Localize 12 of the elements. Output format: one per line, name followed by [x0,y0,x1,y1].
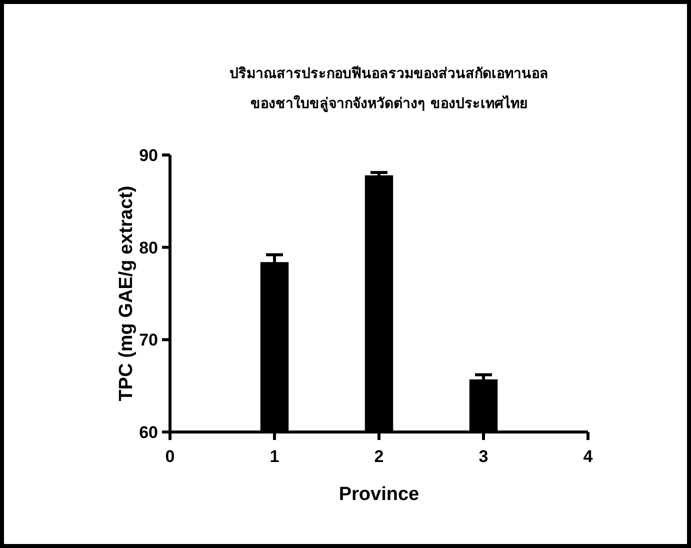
y-tick-label: 80 [139,238,158,258]
y-tick-label: 60 [139,423,158,442]
y-tick-label: 90 [139,146,158,165]
x-tick-label: 0 [165,447,175,466]
y-tick-label: 70 [139,330,158,350]
x-tick-label: 1 [270,447,280,466]
x-tick-label: 3 [478,447,488,466]
x-tick-label: 2 [374,447,384,466]
y-axis-title: TPC (mg GAE/g extract) [116,186,137,402]
x-axis-title: Province [338,484,420,505]
chart-title: ปริมาณสารประกอบฟีนอลรวมของส่วนสกัดเอทานอล ของชาใบขลู่จากจังหวัดต่างๆ ของประเทศไทย [230,66,548,112]
x-tick-label: 4 [583,447,594,466]
